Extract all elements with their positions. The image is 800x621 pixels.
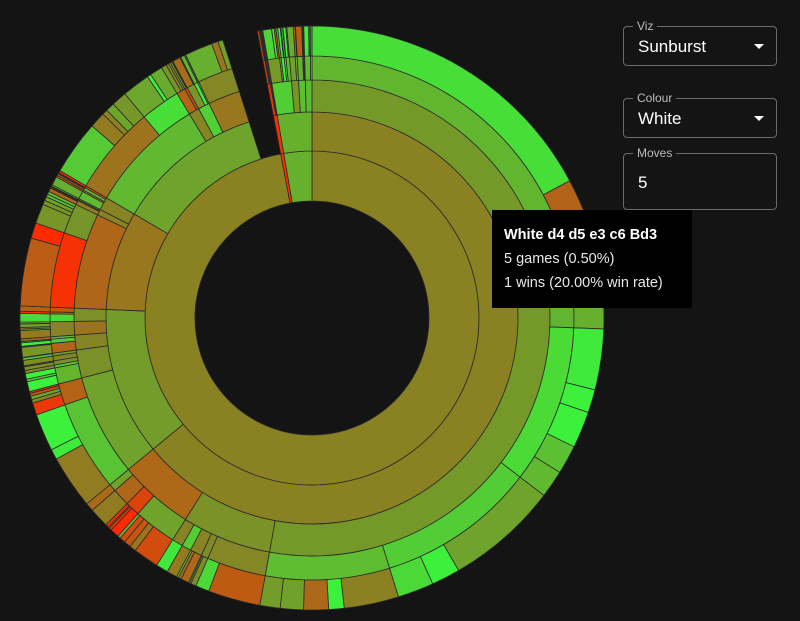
tooltip-title: White d4 d5 e3 c6 Bd3 — [504, 227, 658, 243]
moves-label: Moves — [633, 146, 677, 160]
moves-value[interactable]: 5 — [638, 173, 648, 192]
tooltip-games: 5 games (0.50%) — [504, 251, 615, 267]
sunburst-arcs[interactable] — [19, 25, 605, 611]
sunburst-arc[interactable] — [49, 320, 76, 338]
moves-input[interactable]: Moves 5 — [623, 146, 777, 210]
sunburst-arc[interactable] — [276, 111, 313, 154]
colour-label: Colour — [633, 91, 677, 105]
sunburst-arc[interactable] — [73, 307, 107, 322]
sunburst-arc[interactable] — [309, 25, 313, 57]
sunburst-arc[interactable] — [303, 579, 330, 611]
sunburst-arc[interactable] — [326, 577, 345, 610]
chevron-down-icon[interactable] — [754, 116, 764, 121]
sunburst-arc[interactable] — [304, 79, 313, 113]
viz-select[interactable]: Viz Sunburst — [623, 19, 777, 66]
sunburst-arc[interactable] — [217, 39, 233, 71]
sunburst-arc[interactable] — [19, 312, 51, 323]
tooltip-wins: 1 wins (20.00% win rate) — [504, 275, 663, 291]
sunburst-arc[interactable] — [279, 577, 305, 611]
sunburst-arc[interactable] — [310, 55, 313, 81]
sunburst-arc[interactable] — [49, 313, 75, 323]
viz-value: Sunburst — [638, 37, 707, 56]
viz-label: Viz — [633, 19, 658, 33]
sunburst-arc[interactable] — [303, 25, 310, 57]
chevron-down-icon[interactable] — [754, 44, 764, 49]
sunburst-arc[interactable] — [304, 55, 312, 81]
colour-select[interactable]: Colour White — [623, 91, 777, 138]
colour-value: White — [638, 109, 682, 128]
sunburst-arc[interactable] — [73, 320, 107, 336]
tooltip: White d4 d5 e3 c6 Bd3 5 games (0.50%) 1 … — [492, 210, 692, 308]
